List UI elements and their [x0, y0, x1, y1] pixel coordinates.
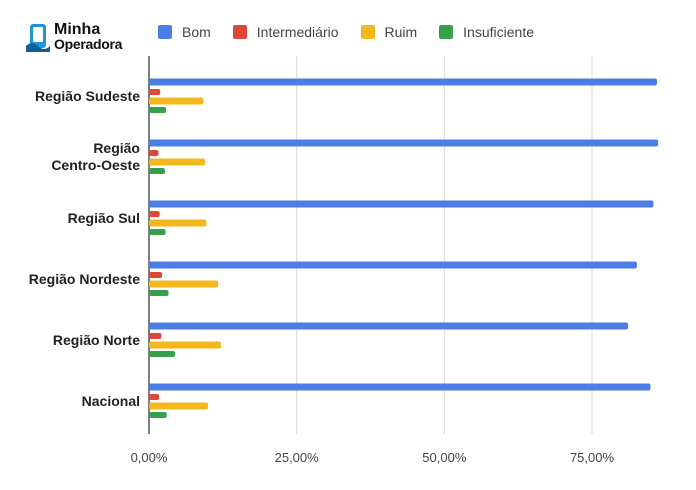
- bar-bom-regiao-centro-oeste: [149, 139, 659, 147]
- category-label-regiao-norte: Região Norte: [53, 332, 140, 348]
- bar-insuficiente-regiao-sul: [149, 229, 166, 235]
- legend-item-ruim: Ruim: [360, 24, 418, 40]
- category-label-regiao-sudeste: Região Sudeste: [35, 88, 140, 104]
- brand-logo: Minha Operadora: [26, 22, 146, 56]
- bar-intermediario-regiao-sul: [149, 211, 160, 217]
- bar-bom-regiao-sul: [149, 200, 654, 208]
- bar-intermediario-regiao-sudeste: [149, 89, 161, 95]
- legend-swatch-intermediario: [232, 25, 247, 39]
- legend-label-ruim: Ruim: [384, 24, 418, 40]
- legend-label-bom: Bom: [182, 24, 211, 40]
- legend-swatch-insuficiente: [439, 25, 454, 39]
- legend-swatch-bom: [158, 25, 172, 39]
- category-label-regiao-centro-oeste: Região Centro-Oeste: [51, 140, 140, 173]
- bar-intermediario-nacional: [149, 394, 160, 400]
- bar-ruim-regiao-norte: [149, 341, 222, 349]
- legend-swatch-ruim: [360, 25, 375, 39]
- bar-ruim-regiao-sudeste: [149, 97, 204, 105]
- legend-item-insuficiente: Insuficiente: [439, 24, 534, 40]
- x-tick-label-0: 0,00%: [131, 450, 168, 465]
- bar-insuficiente-regiao-nordeste: [149, 290, 169, 296]
- chart-legend: Bom Intermediário Ruim Insuficiente: [158, 22, 556, 42]
- bar-intermediario-regiao-centro-oeste: [149, 150, 159, 156]
- category-label-nacional: Nacional: [82, 393, 140, 409]
- legend-item-bom: Bom: [158, 24, 211, 40]
- bar-intermediario-regiao-norte: [149, 333, 162, 339]
- x-tick-label-2: 50,00%: [422, 450, 467, 465]
- bar-bom-nacional: [149, 383, 651, 391]
- bar-intermediario-regiao-nordeste: [149, 272, 162, 278]
- bar-insuficiente-regiao-sudeste: [149, 107, 167, 113]
- bar-insuficiente-nacional: [149, 412, 167, 418]
- legend-label-insuficiente: Insuficiente: [463, 24, 534, 40]
- bar-ruim-regiao-nordeste: [149, 280, 219, 288]
- phone-logo-icon: [26, 24, 50, 52]
- legend-item-intermediario: Intermediário: [232, 24, 339, 40]
- bar-ruim-regiao-sul: [149, 219, 207, 227]
- brand-name-line1: Minha: [54, 21, 101, 38]
- bar-insuficiente-regiao-norte: [149, 351, 175, 357]
- category-label-regiao-sul: Região Sul: [68, 210, 140, 226]
- bar-bom-regiao-sudeste: [149, 78, 657, 86]
- bar-ruim-nacional: [149, 402, 209, 410]
- category-label-regiao-nordeste: Região Nordeste: [29, 271, 140, 287]
- bar-insuficiente-regiao-centro-oeste: [149, 168, 165, 174]
- x-tick-label-3: 75,00%: [570, 450, 615, 465]
- bar-ruim-regiao-centro-oeste: [149, 158, 206, 166]
- legend-label-intermediario: Intermediário: [256, 24, 339, 40]
- x-tick-label-1: 25,00%: [275, 450, 320, 465]
- brand-name-line2: Operadora: [54, 36, 123, 52]
- bar-bom-regiao-norte: [149, 322, 629, 330]
- bar-bom-regiao-nordeste: [149, 261, 637, 269]
